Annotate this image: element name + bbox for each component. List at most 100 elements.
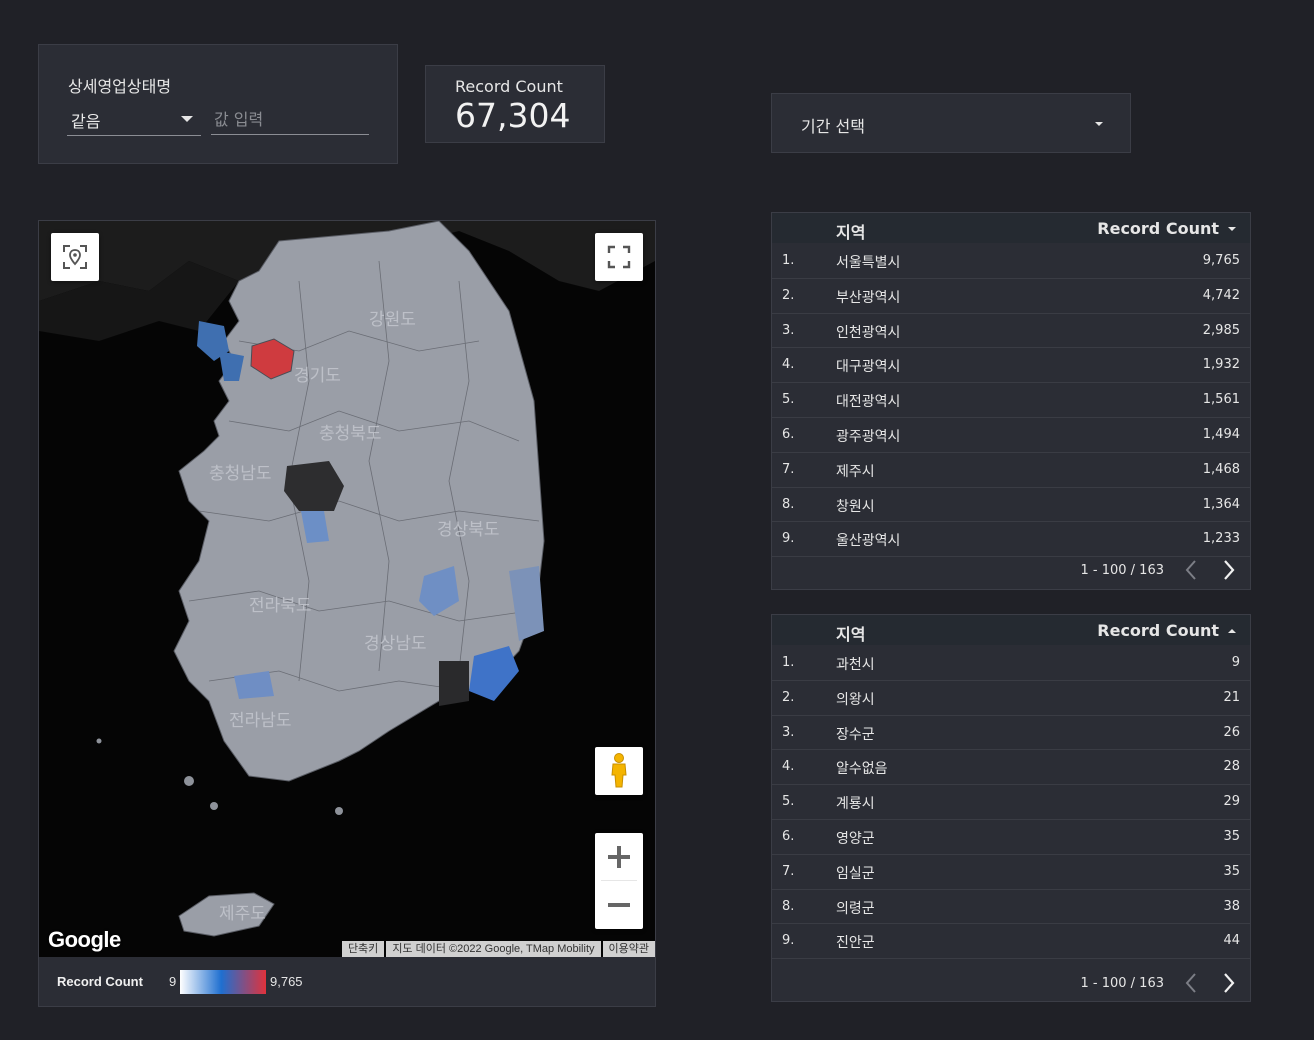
row-region-name: 계룡시 [836,796,875,813]
table-row[interactable]: 6. 영양군 35 [772,820,1250,855]
row-index: 6. [782,828,795,844]
seoul-region [250,338,295,380]
table-row[interactable]: 2. 부산광역시 4,742 [772,279,1250,314]
row-record-count: 1,494 [1202,426,1240,442]
previous-page-button[interactable] [1184,972,1198,998]
map-label-gangwon: 강원도 [369,310,416,330]
geo-map-chart: 강원도 경기도 충청북도 충청남도 경상북도 전라북도 경상남도 전라남도 제주… [38,220,656,1007]
map-label-gyeongnam: 경상남도 [364,634,427,654]
pagination-text: 1 - 100 / 163 [1080,563,1165,578]
map-label-jeonnam: 전라남도 [229,711,292,731]
keyboard-shortcuts-link[interactable]: 단축키 [341,941,385,957]
row-index: 7. [782,461,795,477]
column-header-record-count[interactable]: Record Count [1097,621,1236,640]
row-index: 8. [782,898,795,914]
column-header-label: Record Count [1097,621,1219,640]
locate-button[interactable] [51,233,99,281]
table-row[interactable]: 6. 광주광역시 1,494 [772,418,1250,453]
table-row[interactable]: 9. 울산광역시 1,233 [772,522,1250,558]
row-region-name: 임실군 [836,865,875,882]
zoom-out-button[interactable] [595,881,643,929]
row-index: 6. [782,426,795,442]
sort-ascending-icon [1228,628,1236,633]
legend-max: 9,765 [270,974,303,989]
row-index: 9. [782,531,795,547]
zoom-in-button[interactable] [595,833,643,881]
row-region-name: 창원시 [836,498,875,515]
korea-choropleth: 강원도 경기도 충청북도 충청남도 경상북도 전라북도 경상남도 전라남도 제주… [39,221,655,937]
scorecard-label: Record Count [455,77,563,96]
table-row[interactable]: 5. 계룡시 29 [772,785,1250,820]
filter-value-input[interactable] [211,105,369,135]
date-range-picker[interactable]: 기간 선택 [771,93,1131,153]
row-index: 2. [782,689,795,705]
table-row[interactable]: 1. 과천시 9 [772,646,1250,681]
fullscreen-icon [607,245,631,269]
table-row[interactable]: 5. 대전광역시 1,561 [772,383,1250,418]
table-row[interactable]: 8. 창원시 1,364 [772,488,1250,523]
zoom-control [595,833,643,929]
column-header-record-count[interactable]: Record Count [1097,219,1236,238]
chevron-down-icon [181,116,193,122]
row-record-count: 1,364 [1202,496,1240,512]
row-region-name: 의왕시 [836,691,875,708]
row-record-count: 21 [1223,689,1240,705]
pegman-icon [611,753,627,788]
column-header-region[interactable]: 지역 [836,625,866,644]
fullscreen-button[interactable] [595,233,643,281]
row-index: 4. [782,759,795,775]
minus-icon [608,903,630,907]
table-row[interactable]: 8. 의령군 38 [772,890,1250,925]
row-record-count: 28 [1223,759,1240,775]
map-label-chungbuk: 충청북도 [319,424,382,444]
table-header: 지역 Record Count [772,213,1250,243]
table-row[interactable]: 4. 대구광역시 1,932 [772,348,1250,384]
table-row[interactable]: 7. 임실군 35 [772,855,1250,890]
map-label-gyeonggi: 경기도 [294,366,341,386]
row-index: 8. [782,496,795,512]
row-region-name: 대전광역시 [836,394,901,411]
row-record-count: 35 [1223,863,1240,879]
table-row[interactable]: 7. 제주시 1,468 [772,453,1250,488]
table-row[interactable]: 1. 서울특별시 9,765 [772,244,1250,279]
next-page-button[interactable] [1222,559,1236,585]
table-row[interactable]: 9. 진안군 44 [772,924,1250,960]
table-row[interactable]: 4. 알수없음 28 [772,750,1250,786]
map-attribution: 단축키 지도 데이터 ©2022 Google, TMap Mobility 이… [340,941,655,957]
row-region-name: 알수없음 [836,761,888,778]
previous-page-button[interactable] [1184,559,1198,585]
jeju-island [178,892,275,937]
table-row[interactable]: 2. 의왕시 21 [772,681,1250,716]
filter-operator-dropdown[interactable]: 같음 [67,105,201,136]
row-record-count: 29 [1223,794,1240,810]
next-page-button[interactable] [1222,972,1236,998]
table-row[interactable]: 3. 인천광역시 2,985 [772,314,1250,349]
column-header-region[interactable]: 지역 [836,223,866,242]
row-record-count: 1,233 [1202,531,1240,547]
row-record-count: 9,765 [1202,253,1240,268]
terms-link[interactable]: 이용약관 [602,941,655,957]
row-record-count: 26 [1223,724,1240,740]
table-body: 1. 과천시 9 2. 의왕시 21 3. 장수군 26 4. 알수없음 28 5. 계룡시 29 6. 영양군… [772,646,1250,960]
row-index: 1. [782,253,795,268]
row-index: 5. [782,794,795,810]
row-record-count: 44 [1223,933,1240,949]
map-label-gyeongbuk: 경상북도 [437,520,500,540]
row-record-count: 1,932 [1202,357,1240,373]
column-header-label: Record Count [1097,219,1219,238]
region-table-descending: 지역 Record Count 1. 서울특별시 9,765 2. 부산광역시 4,742… [771,212,1251,590]
row-index: 5. [782,392,795,408]
map-data-credit: 지도 데이터 ©2022 Google, TMap Mobility [386,941,601,957]
chevron-left-icon [1185,973,1196,993]
table-row[interactable]: 3. 장수군 26 [772,716,1250,751]
map-canvas[interactable]: 강원도 경기도 충청북도 충청남도 경상북도 전라북도 경상남도 전라남도 제주… [39,221,655,957]
row-region-name: 장수군 [836,726,875,743]
table-pagination: 1 - 100 / 163 [772,966,1250,1002]
table-header: 지역 Record Count [772,615,1250,645]
pagination-text: 1 - 100 / 163 [1080,976,1165,991]
location-pin-icon [63,245,87,269]
scorecard-value: 67,304 [455,96,571,135]
row-record-count: 4,742 [1202,287,1240,303]
street-view-pegman-button[interactable] [595,747,643,795]
row-index: 9. [782,933,795,949]
